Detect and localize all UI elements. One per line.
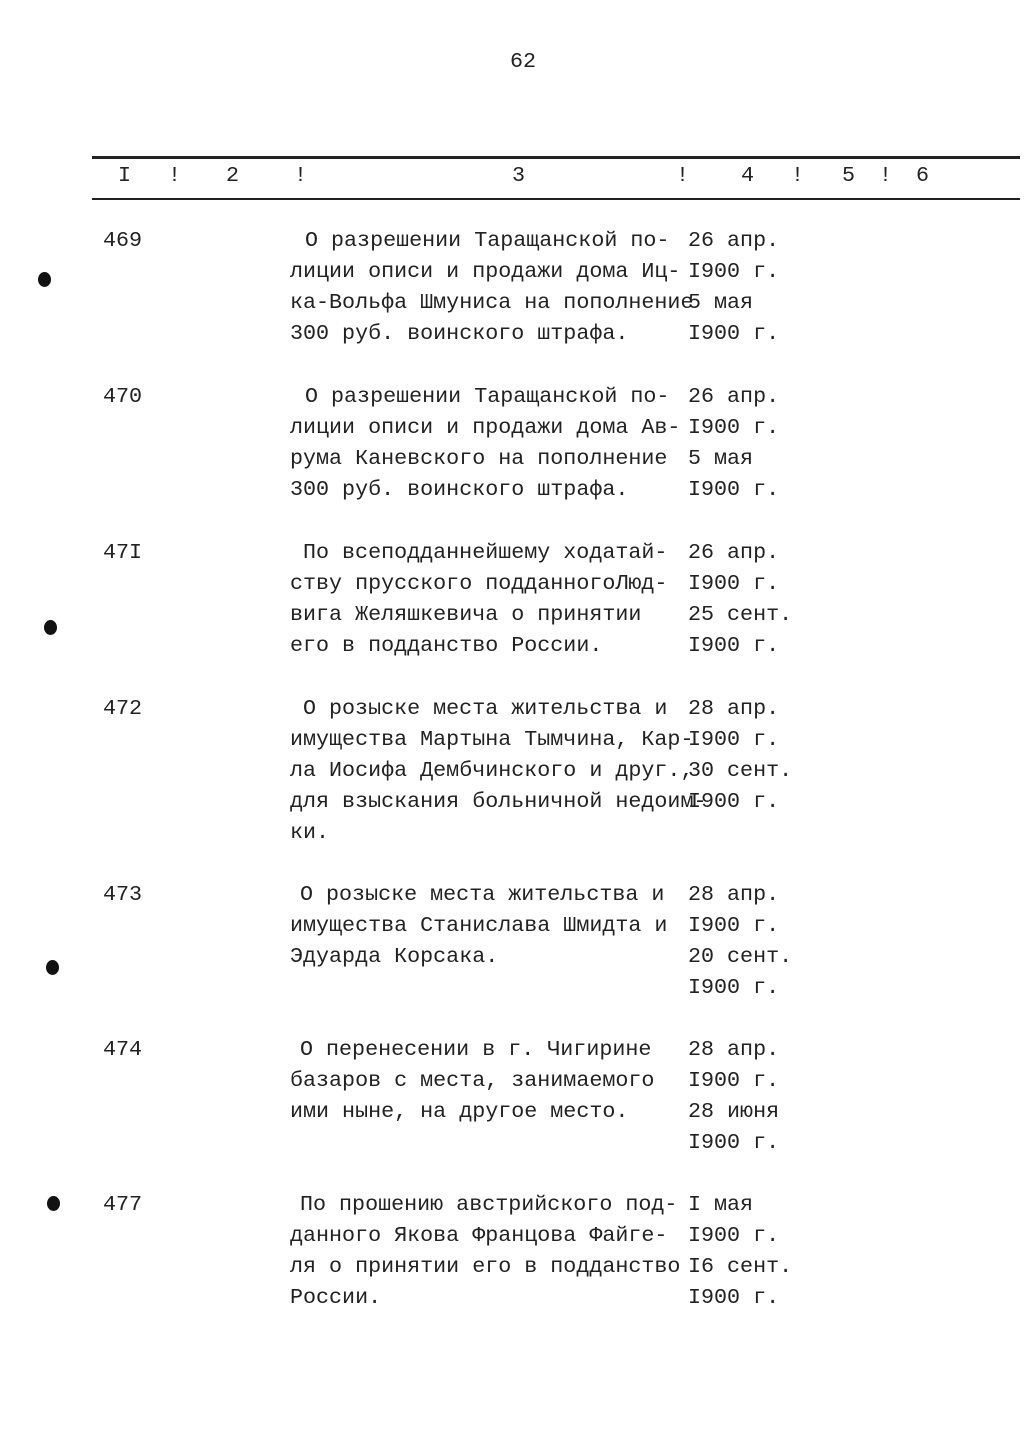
- entry-title-line: данного Якова Францова Файге-: [290, 1223, 668, 1248]
- binding-hole-mark: [47, 1196, 60, 1211]
- entry-title-line: лиции описи и продажи дома Ав-: [290, 415, 681, 440]
- page-number: 62: [510, 49, 537, 74]
- entry-title-line: ла Иосифа Дембчинского и друг.,: [290, 758, 694, 783]
- column-separator: !: [879, 163, 893, 188]
- entry-date-line: I900 г.: [688, 1285, 780, 1310]
- entry-date-line: I900 г.: [688, 1068, 780, 1093]
- entry-title-line: О перенесении в г. Чигирине: [300, 1037, 652, 1062]
- column-header: 4: [741, 163, 755, 188]
- entry-date-line: 26 апр.: [688, 384, 780, 409]
- entry-title-line: его в подданство России.: [290, 633, 603, 658]
- entry-number: 469: [103, 228, 143, 253]
- entry-title-line: О розыске места жительства и: [300, 882, 665, 907]
- column-header: 5: [842, 163, 856, 188]
- entry-title-line: О разрешении Таращанской по-: [305, 384, 670, 409]
- entry-title-line: Эдуарда Корсака.: [290, 944, 499, 969]
- entry-number: 47I: [103, 540, 143, 565]
- column-header: 2: [226, 163, 240, 188]
- entry-date-line: 28 апр.: [688, 696, 780, 721]
- entry-title-line: ими ныне, на другое место.: [290, 1099, 629, 1124]
- column-separator: !: [168, 163, 182, 188]
- entry-date-line: 25 сент.: [688, 602, 793, 627]
- entry-date-line: I900 г.: [688, 727, 780, 752]
- table-header-top-rule: [92, 156, 1020, 159]
- entry-date-line: I900 г.: [688, 259, 780, 284]
- entry-title-line: 300 руб. воинского штрафа.: [290, 321, 629, 346]
- entry-number: 472: [103, 696, 143, 721]
- entry-title-line: 300 руб. воинского штрафа.: [290, 477, 629, 502]
- column-separator: !: [676, 163, 690, 188]
- entry-number: 470: [103, 384, 143, 409]
- entry-number: 473: [103, 882, 143, 907]
- entry-date-line: I900 г.: [688, 975, 780, 1000]
- column-header: I: [118, 163, 132, 188]
- binding-hole-mark: [46, 960, 59, 975]
- entry-date-line: 30 сент.: [688, 758, 793, 783]
- entry-date-line: I мая: [688, 1192, 754, 1217]
- entry-date-line: I900 г.: [688, 1223, 780, 1248]
- entry-date-line: I6 сент.: [688, 1254, 793, 1279]
- entry-title-line: По всеподданнейшему ходатай-: [303, 540, 668, 565]
- entry-date-line: 20 сент.: [688, 944, 793, 969]
- entry-title-line: О разрешении Таращанской по-: [305, 228, 670, 253]
- entry-date-line: I900 г.: [688, 321, 780, 346]
- entry-date-line: I900 г.: [688, 633, 780, 658]
- entry-title-line: для взыскания больничной недоим-: [290, 789, 707, 814]
- entry-date-line: I900 г.: [688, 913, 780, 938]
- entry-date-line: I900 г.: [688, 571, 780, 596]
- entry-date-line: 28 апр.: [688, 1037, 780, 1062]
- entry-date-line: 28 апр.: [688, 882, 780, 907]
- table-header-bottom-rule: [92, 198, 1020, 200]
- entry-title-line: О розыске места жительства и: [303, 696, 668, 721]
- entry-title-line: имущества Мартына Тымчина, Кар-: [290, 727, 694, 752]
- entry-date-line: I900 г.: [688, 789, 780, 814]
- entry-title-line: рума Каневского на пополнение: [290, 446, 668, 471]
- entry-title-line: ству прусского подданногоЛюд-: [290, 571, 668, 596]
- entry-number: 477: [103, 1192, 143, 1217]
- column-separator: !: [791, 163, 805, 188]
- column-separator: !: [294, 163, 308, 188]
- entry-title-line: ки.: [290, 820, 330, 845]
- entry-date-line: 5 мая: [688, 290, 754, 315]
- entry-title-line: ля о принятии его в подданство: [290, 1254, 681, 1279]
- entry-title-line: базаров с места, занимаемого: [290, 1068, 655, 1093]
- entry-date-line: 5 мая: [688, 446, 754, 471]
- entry-title-line: России.: [290, 1285, 382, 1310]
- entry-title-line: ка-Вольфа Шмуниса на пополнение: [290, 290, 694, 315]
- column-header: 3: [512, 163, 526, 188]
- entry-date-line: 26 апр.: [688, 540, 780, 565]
- entry-date-line: I900 г.: [688, 415, 780, 440]
- entry-title-line: имущества Станислава Шмидта и: [290, 913, 668, 938]
- column-header: 6: [916, 163, 930, 188]
- entry-date-line: I900 г.: [688, 477, 780, 502]
- binding-hole-mark: [44, 620, 57, 635]
- entry-title-line: лиции описи и продажи дома Иц-: [290, 259, 681, 284]
- entry-title-line: По прошению австрийского под-: [300, 1192, 678, 1217]
- entry-date-line: 26 апр.: [688, 228, 780, 253]
- entry-date-line: 28 июня: [688, 1099, 780, 1124]
- binding-hole-mark: [38, 272, 51, 287]
- entry-number: 474: [103, 1037, 143, 1062]
- entry-title-line: вига Желяшкевича о принятии: [290, 602, 642, 627]
- entry-date-line: I900 г.: [688, 1130, 780, 1155]
